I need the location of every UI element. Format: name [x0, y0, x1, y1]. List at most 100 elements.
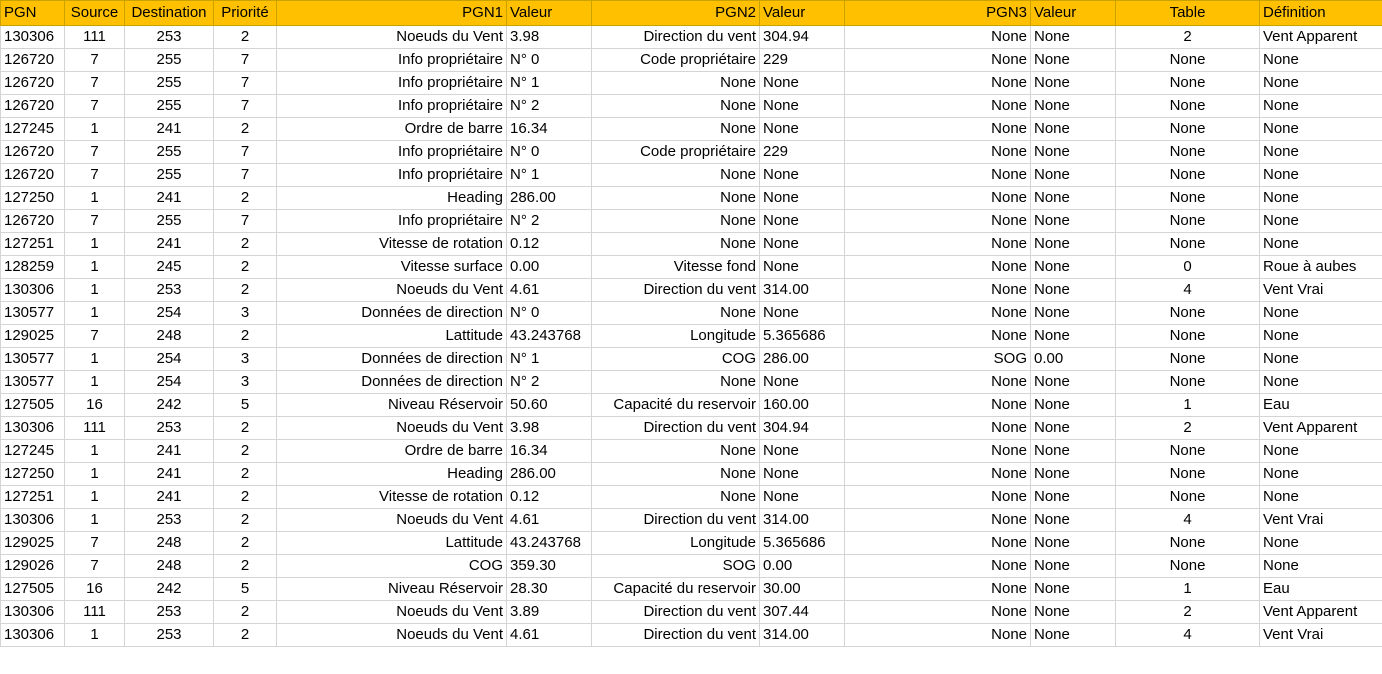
cell-pgn1[interactable]: Info propriétaire: [276, 163, 507, 187]
cell-pgn1[interactable]: Info propriétaire: [276, 48, 507, 72]
cell-pgn2[interactable]: None: [591, 209, 760, 233]
cell-valeur3[interactable]: None: [1030, 25, 1116, 49]
cell-table[interactable]: None: [1115, 347, 1260, 371]
cell-definition[interactable]: Vent Vrai: [1259, 278, 1382, 302]
cell-priorite[interactable]: 2: [213, 554, 277, 578]
cell-destination[interactable]: 255: [124, 163, 214, 187]
cell-valeur3[interactable]: None: [1030, 278, 1116, 302]
cell-pgn[interactable]: 127245: [0, 117, 65, 141]
column-header-valeur2[interactable]: Valeur: [759, 0, 845, 26]
cell-table[interactable]: None: [1115, 71, 1260, 95]
cell-source[interactable]: 1: [64, 186, 125, 210]
cell-source[interactable]: 7: [64, 163, 125, 187]
cell-priorite[interactable]: 2: [213, 462, 277, 486]
cell-destination[interactable]: 255: [124, 71, 214, 95]
cell-definition[interactable]: Vent Vrai: [1259, 623, 1382, 647]
cell-source[interactable]: 1: [64, 623, 125, 647]
cell-valeur1[interactable]: 0.12: [506, 232, 592, 256]
cell-pgn2[interactable]: COG: [591, 347, 760, 371]
cell-priorite[interactable]: 2: [213, 508, 277, 532]
cell-valeur1[interactable]: N° 1: [506, 347, 592, 371]
cell-valeur1[interactable]: 4.61: [506, 508, 592, 532]
cell-priorite[interactable]: 2: [213, 232, 277, 256]
cell-source[interactable]: 7: [64, 554, 125, 578]
cell-pgn3[interactable]: None: [844, 48, 1031, 72]
cell-pgn2[interactable]: Direction du vent: [591, 600, 760, 624]
cell-valeur3[interactable]: None: [1030, 416, 1116, 440]
cell-source[interactable]: 111: [64, 416, 125, 440]
cell-destination[interactable]: 242: [124, 577, 214, 601]
cell-valeur2[interactable]: 314.00: [759, 508, 845, 532]
cell-valeur2[interactable]: 314.00: [759, 278, 845, 302]
cell-pgn3[interactable]: None: [844, 278, 1031, 302]
cell-definition[interactable]: Eau: [1259, 393, 1382, 417]
cell-priorite[interactable]: 7: [213, 48, 277, 72]
cell-pgn[interactable]: 127505: [0, 577, 65, 601]
cell-table[interactable]: None: [1115, 163, 1260, 187]
cell-pgn3[interactable]: None: [844, 462, 1031, 486]
cell-pgn1[interactable]: Noeuds du Vent: [276, 623, 507, 647]
cell-destination[interactable]: 254: [124, 370, 214, 394]
cell-table[interactable]: None: [1115, 186, 1260, 210]
cell-pgn3[interactable]: None: [844, 600, 1031, 624]
cell-source[interactable]: 7: [64, 140, 125, 164]
cell-valeur1[interactable]: 286.00: [506, 462, 592, 486]
cell-pgn1[interactable]: Niveau Réservoir: [276, 393, 507, 417]
cell-valeur2[interactable]: None: [759, 485, 845, 509]
cell-definition[interactable]: None: [1259, 94, 1382, 118]
cell-destination[interactable]: 241: [124, 117, 214, 141]
column-header-pgn3[interactable]: PGN3: [844, 0, 1031, 26]
cell-pgn[interactable]: 126720: [0, 140, 65, 164]
cell-definition[interactable]: None: [1259, 232, 1382, 256]
cell-source[interactable]: 1: [64, 117, 125, 141]
cell-priorite[interactable]: 5: [213, 577, 277, 601]
cell-priorite[interactable]: 2: [213, 25, 277, 49]
cell-valeur1[interactable]: 43.243768: [506, 324, 592, 348]
cell-valeur2[interactable]: None: [759, 232, 845, 256]
cell-pgn[interactable]: 127245: [0, 439, 65, 463]
cell-destination[interactable]: 255: [124, 94, 214, 118]
cell-table[interactable]: None: [1115, 485, 1260, 509]
cell-pgn2[interactable]: Capacité du reservoir: [591, 577, 760, 601]
cell-pgn2[interactable]: None: [591, 71, 760, 95]
cell-valeur3[interactable]: None: [1030, 462, 1116, 486]
cell-valeur2[interactable]: None: [759, 163, 845, 187]
cell-destination[interactable]: 253: [124, 600, 214, 624]
column-header-source[interactable]: Source: [64, 0, 125, 26]
cell-priorite[interactable]: 2: [213, 485, 277, 509]
cell-pgn2[interactable]: Direction du vent: [591, 508, 760, 532]
cell-pgn2[interactable]: Direction du vent: [591, 416, 760, 440]
cell-source[interactable]: 1: [64, 255, 125, 279]
cell-destination[interactable]: 253: [124, 278, 214, 302]
cell-pgn1[interactable]: Niveau Réservoir: [276, 577, 507, 601]
cell-pgn[interactable]: 130306: [0, 25, 65, 49]
cell-pgn2[interactable]: Capacité du reservoir: [591, 393, 760, 417]
cell-valeur1[interactable]: N° 1: [506, 71, 592, 95]
cell-table[interactable]: 1: [1115, 577, 1260, 601]
cell-pgn3[interactable]: None: [844, 301, 1031, 325]
cell-source[interactable]: 1: [64, 508, 125, 532]
column-header-priorite[interactable]: Priorité: [213, 0, 277, 26]
cell-definition[interactable]: Roue à aubes: [1259, 255, 1382, 279]
cell-priorite[interactable]: 7: [213, 71, 277, 95]
cell-pgn1[interactable]: Info propriétaire: [276, 94, 507, 118]
cell-table[interactable]: 4: [1115, 623, 1260, 647]
cell-valeur3[interactable]: None: [1030, 301, 1116, 325]
cell-pgn[interactable]: 127251: [0, 232, 65, 256]
cell-table[interactable]: None: [1115, 370, 1260, 394]
cell-source[interactable]: 7: [64, 94, 125, 118]
cell-pgn2[interactable]: None: [591, 485, 760, 509]
cell-valeur3[interactable]: None: [1030, 140, 1116, 164]
cell-pgn[interactable]: 127250: [0, 462, 65, 486]
cell-definition[interactable]: Eau: [1259, 577, 1382, 601]
cell-valeur2[interactable]: 304.94: [759, 416, 845, 440]
cell-valeur3[interactable]: 0.00: [1030, 347, 1116, 371]
cell-destination[interactable]: 253: [124, 508, 214, 532]
cell-definition[interactable]: None: [1259, 301, 1382, 325]
cell-table[interactable]: None: [1115, 439, 1260, 463]
cell-valeur1[interactable]: N° 2: [506, 209, 592, 233]
cell-source[interactable]: 1: [64, 439, 125, 463]
cell-pgn1[interactable]: Données de direction: [276, 370, 507, 394]
cell-destination[interactable]: 253: [124, 416, 214, 440]
cell-pgn1[interactable]: Info propriétaire: [276, 209, 507, 233]
